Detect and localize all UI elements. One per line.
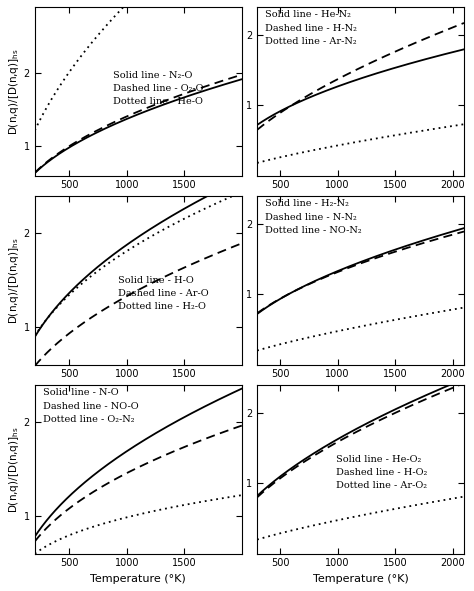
Text: Solid line - N₂-O
Dashed line - O₂-O
Dotted line - He-O: Solid line - N₂-O Dashed line - O₂-O Dot…: [113, 71, 204, 106]
Text: Solid line - H₂-N₂
Dashed line - N-N₂
Dotted line - NO-N₂: Solid line - H₂-N₂ Dashed line - N-N₂ Do…: [265, 199, 362, 235]
Y-axis label: D(n,q)/[D(n,q)]$_\mathregular{hs}$: D(n,q)/[D(n,q)]$_\mathregular{hs}$: [7, 426, 21, 513]
X-axis label: Temperature (°K): Temperature (°K): [91, 574, 186, 584]
Text: Solid line - He-N₂
Dashed line - H-N₂
Dotted line - Ar-N₂: Solid line - He-N₂ Dashed line - H-N₂ Do…: [265, 10, 357, 46]
X-axis label: Temperature (°K): Temperature (°K): [313, 574, 409, 584]
Text: Solid line - He-O₂
Dashed line - H-O₂
Dotted line - Ar-O₂: Solid line - He-O₂ Dashed line - H-O₂ Do…: [336, 455, 427, 491]
Text: Solid line - N-O
Dashed line - NO-O
Dotted line - O₂-N₂: Solid line - N-O Dashed line - NO-O Dott…: [43, 388, 139, 424]
Y-axis label: D(n,q)/[D(n,q)]$_\mathregular{hs}$: D(n,q)/[D(n,q)]$_\mathregular{hs}$: [7, 237, 21, 324]
Y-axis label: D(n,q)/[D(n,q)]$_\mathregular{hs}$: D(n,q)/[D(n,q)]$_\mathregular{hs}$: [7, 48, 21, 135]
Text: Solid line - H-O
Dashed line - Ar-O
Dotted line - H₂-O: Solid line - H-O Dashed line - Ar-O Dott…: [118, 276, 208, 311]
